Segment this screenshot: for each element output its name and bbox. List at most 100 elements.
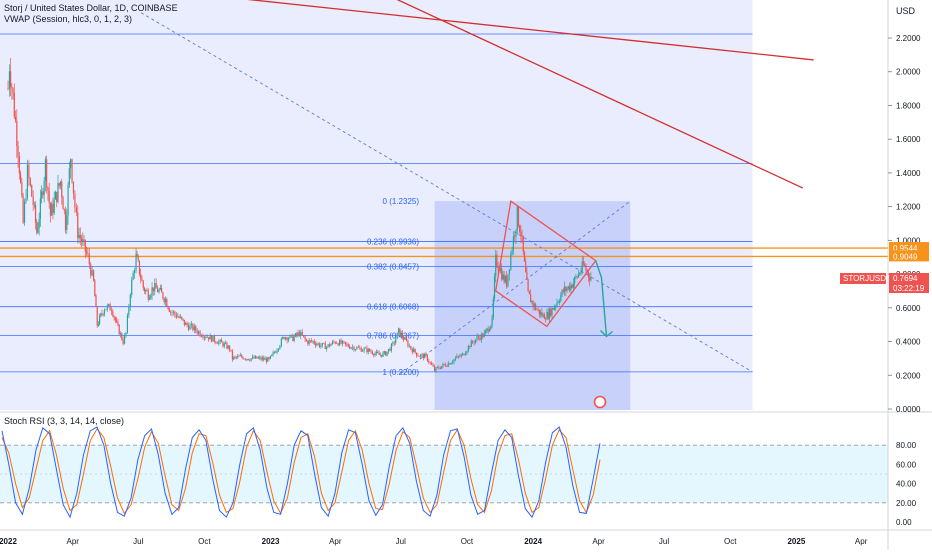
- price-candle: [151, 287, 153, 296]
- price-tick-label: 1.2000: [896, 203, 921, 212]
- price-candle: [540, 312, 542, 315]
- price-candle: [407, 340, 409, 347]
- price-candle: [14, 116, 17, 121]
- price-candle: [444, 364, 447, 367]
- price-tick-label: 2.2000: [896, 34, 921, 43]
- time-tick-label: Oct: [461, 537, 474, 546]
- rsi-tick-label: 20.00: [896, 499, 917, 508]
- price-tick-label: 0.4000: [896, 338, 921, 347]
- price-candle: [531, 301, 533, 303]
- price-candle: [344, 342, 346, 344]
- price-candle: [343, 341, 345, 343]
- price-candle: [164, 299, 167, 303]
- price-candle: [447, 363, 449, 367]
- price-candle: [147, 290, 149, 300]
- price-candle: [247, 358, 249, 361]
- price-candle: [253, 356, 255, 359]
- price-candle: [443, 364, 445, 365]
- price-candle: [589, 276, 591, 281]
- drawings: [495, 200, 613, 409]
- price-candle: [327, 344, 329, 347]
- price-candle: [516, 206, 518, 230]
- price-candle: [484, 330, 487, 333]
- price-candle: [584, 264, 586, 267]
- price-candle: [75, 207, 77, 213]
- price-candle: [32, 196, 34, 205]
- price-candle: [571, 284, 573, 288]
- price-candle: [383, 351, 385, 353]
- price-candle: [362, 350, 364, 352]
- price-candle: [56, 191, 58, 203]
- price-candle: [346, 343, 348, 345]
- price-candle: [21, 182, 23, 196]
- price-candle: [433, 366, 436, 371]
- price-candle: [42, 191, 44, 196]
- price-candle: [522, 235, 524, 252]
- price-candle: [474, 339, 477, 343]
- price-candle: [25, 198, 27, 202]
- price-candle: [118, 324, 120, 335]
- price-candle: [505, 276, 508, 287]
- price-candle: [562, 289, 564, 292]
- price-candle: [235, 356, 237, 358]
- price-candle: [577, 273, 580, 278]
- price-candle: [504, 276, 506, 282]
- price-candle: [39, 198, 41, 220]
- price-candle: [135, 253, 137, 271]
- price-candle: [260, 357, 262, 360]
- price-candle: [366, 347, 368, 353]
- price-candle: [43, 181, 45, 196]
- price-candle: [256, 356, 258, 359]
- price-candle: [398, 328, 400, 333]
- price-candle: [212, 336, 214, 342]
- price-candle: [37, 227, 39, 233]
- price-candle: [457, 356, 459, 357]
- price-tick-label: 0.2000: [896, 371, 921, 380]
- price-candle: [519, 226, 521, 233]
- price-candle: [351, 346, 354, 348]
- price-candle: [439, 368, 441, 369]
- price-candle: [312, 341, 314, 342]
- price-candle: [162, 292, 164, 299]
- rsi-tick-label: 40.00: [896, 480, 917, 489]
- price-candle: [167, 306, 169, 309]
- price-candle: [77, 212, 79, 238]
- price-candle: [297, 332, 299, 336]
- price-candle: [208, 337, 210, 340]
- price-candle: [304, 336, 306, 340]
- price-candle: [410, 345, 412, 350]
- price-candle: [158, 289, 160, 293]
- price-candle: [442, 364, 444, 367]
- price-candle: [169, 311, 172, 313]
- price-candle: [205, 336, 207, 338]
- time-tick-label: Jul: [396, 537, 406, 546]
- price-candle: [374, 353, 376, 356]
- price-candle: [499, 268, 502, 271]
- price-candle: [123, 335, 126, 344]
- price-series: [7, 58, 592, 374]
- price-candle: [88, 253, 90, 265]
- indicator-label[interactable]: VWAP (Session, hlc3, 0, 1, 2, 3): [4, 14, 133, 24]
- rsi-tick-label: 60.00: [896, 460, 917, 469]
- price-candle: [219, 339, 221, 342]
- price-candle: [382, 352, 384, 357]
- trendlines: [140, 0, 814, 374]
- price-candle: [122, 339, 124, 344]
- price-candle: [185, 322, 187, 325]
- price-candle: [80, 238, 83, 243]
- rsi-label[interactable]: Stoch RSI (3, 3, 14, 14, close): [4, 416, 125, 426]
- price-candle: [52, 203, 54, 213]
- price-candle: [41, 191, 43, 199]
- price-candle: [536, 309, 538, 311]
- event-marker-icon[interactable]: [593, 395, 607, 409]
- price-candle: [526, 271, 528, 280]
- price-candle: [561, 289, 563, 296]
- price-candle: [450, 363, 452, 365]
- price-candle: [438, 367, 440, 369]
- price-candle: [121, 333, 123, 340]
- price-candle: [279, 345, 281, 349]
- price-candle: [136, 253, 138, 257]
- price-candle: [132, 272, 134, 280]
